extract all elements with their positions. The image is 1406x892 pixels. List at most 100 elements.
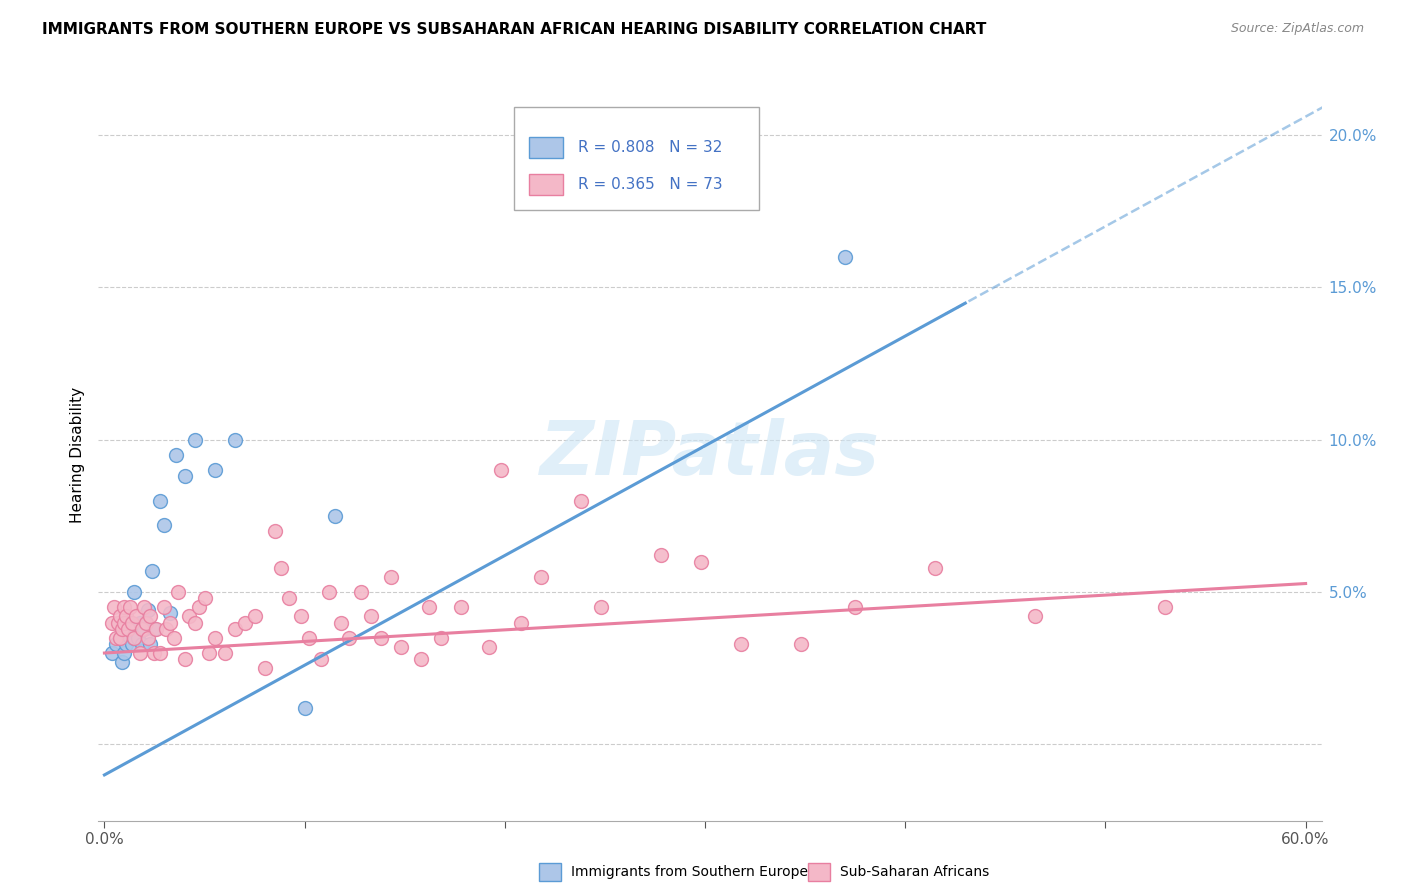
- Point: [120, 600, 142, 615]
- Point: [294, 701, 316, 715]
- Point: [409, 652, 432, 666]
- Point: [139, 637, 162, 651]
- Point: [834, 250, 856, 264]
- Point: [153, 518, 176, 533]
- Point: [135, 615, 157, 630]
- Point: [173, 469, 195, 483]
- Point: [129, 646, 152, 660]
- Point: [125, 622, 148, 636]
- Point: [159, 615, 181, 630]
- Point: [143, 622, 166, 636]
- Point: [924, 560, 946, 574]
- Point: [124, 585, 146, 599]
- Text: R = 0.808   N = 32: R = 0.808 N = 32: [578, 140, 723, 155]
- Point: [173, 652, 195, 666]
- Point: [450, 600, 472, 615]
- Point: [124, 631, 146, 645]
- Point: [135, 615, 157, 630]
- Point: [153, 600, 176, 615]
- Point: [370, 631, 392, 645]
- Point: [105, 637, 128, 651]
- Point: [224, 622, 246, 636]
- Point: [214, 646, 236, 660]
- Point: [134, 600, 156, 615]
- Point: [101, 615, 124, 630]
- Text: R = 0.365   N = 73: R = 0.365 N = 73: [578, 177, 723, 192]
- Point: [149, 493, 172, 508]
- Point: [155, 622, 177, 636]
- Point: [125, 609, 148, 624]
- Point: [120, 615, 142, 630]
- Point: [114, 600, 136, 615]
- Text: Sub-Saharan Africans: Sub-Saharan Africans: [839, 865, 988, 879]
- Point: [329, 615, 352, 630]
- Point: [177, 609, 200, 624]
- Point: [110, 631, 132, 645]
- Point: [204, 631, 226, 645]
- Point: [115, 637, 138, 651]
- FancyBboxPatch shape: [515, 108, 759, 210]
- Bar: [529, 174, 564, 194]
- Point: [129, 615, 152, 630]
- Point: [253, 661, 276, 675]
- Point: [141, 564, 163, 578]
- Point: [183, 433, 205, 447]
- Point: [131, 637, 153, 651]
- Y-axis label: Hearing Disability: Hearing Disability: [69, 387, 84, 523]
- Point: [389, 640, 412, 654]
- Point: [270, 560, 292, 574]
- Point: [204, 463, 226, 477]
- Point: [145, 622, 167, 636]
- Point: [127, 631, 149, 645]
- Point: [790, 637, 813, 651]
- Text: Source: ZipAtlas.com: Source: ZipAtlas.com: [1230, 22, 1364, 36]
- Point: [139, 609, 162, 624]
- Point: [134, 622, 156, 636]
- Point: [121, 615, 143, 630]
- Point: [105, 631, 128, 645]
- Text: ZIPatlas: ZIPatlas: [540, 418, 880, 491]
- Point: [117, 622, 139, 636]
- Point: [121, 637, 143, 651]
- Point: [107, 615, 129, 630]
- Point: [569, 493, 592, 508]
- Point: [429, 631, 451, 645]
- Point: [138, 603, 160, 617]
- Point: [114, 646, 136, 660]
- Point: [323, 508, 346, 523]
- Point: [309, 652, 332, 666]
- Point: [1024, 609, 1046, 624]
- Point: [318, 585, 340, 599]
- Text: IMMIGRANTS FROM SOUTHERN EUROPE VS SUBSAHARAN AFRICAN HEARING DISABILITY CORRELA: IMMIGRANTS FROM SOUTHERN EUROPE VS SUBSA…: [42, 22, 987, 37]
- Point: [690, 555, 713, 569]
- Point: [530, 570, 553, 584]
- Point: [650, 549, 672, 563]
- Point: [337, 631, 360, 645]
- Point: [167, 585, 190, 599]
- Point: [117, 628, 139, 642]
- Point: [844, 600, 866, 615]
- Point: [1154, 600, 1177, 615]
- Point: [233, 615, 256, 630]
- Point: [418, 600, 440, 615]
- Point: [163, 631, 186, 645]
- Point: [124, 631, 146, 645]
- Point: [131, 622, 153, 636]
- Point: [197, 646, 219, 660]
- Point: [149, 646, 172, 660]
- Point: [263, 524, 285, 538]
- Point: [243, 609, 266, 624]
- Point: [277, 591, 299, 606]
- Point: [360, 609, 382, 624]
- Point: [103, 600, 125, 615]
- Point: [478, 640, 501, 654]
- Point: [101, 646, 124, 660]
- Point: [115, 609, 138, 624]
- Point: [224, 433, 246, 447]
- Bar: [808, 863, 830, 881]
- Point: [589, 600, 612, 615]
- Point: [193, 591, 215, 606]
- Point: [110, 609, 132, 624]
- Point: [290, 609, 312, 624]
- Point: [110, 631, 132, 645]
